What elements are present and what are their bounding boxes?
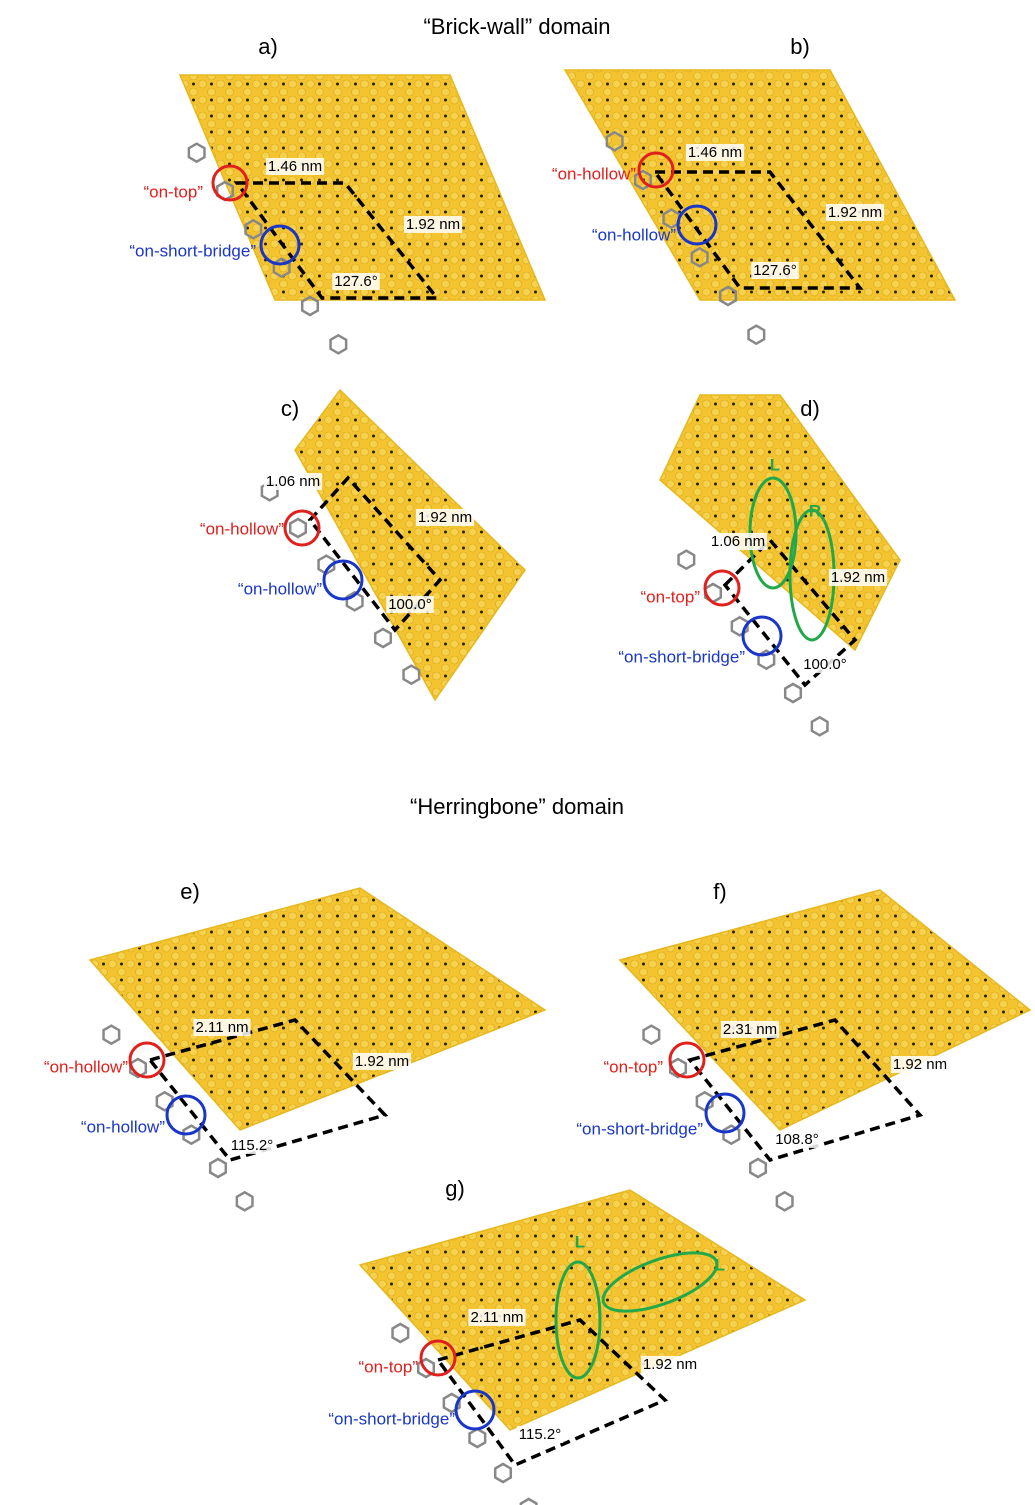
- site-label-blue: “on-short-bridge”: [576, 1119, 703, 1138]
- site-blue: [743, 617, 781, 655]
- molecule-ring: [189, 144, 205, 162]
- green-label: L: [770, 455, 780, 474]
- site-label-red: “on-hollow”: [200, 519, 284, 538]
- measure-label: 115.2°: [519, 1426, 561, 1443]
- molecule-ring: [521, 1499, 537, 1505]
- site-label-red: “on-hollow”: [552, 164, 636, 183]
- panel-label: a): [258, 34, 278, 59]
- molecule-ring: [404, 666, 420, 684]
- panel: c) 1.06 nm 1.92 nm 100.0° “on-hollow” “on-hol…: [200, 390, 525, 700]
- measure-label: 1.92 nm: [643, 1356, 697, 1373]
- site-label-red: “on-hollow”: [44, 1057, 128, 1076]
- panel-label: e): [180, 879, 200, 904]
- measure-label: 2.31 nm: [723, 1021, 777, 1038]
- panel-label: b): [790, 34, 810, 59]
- measure-label: 1.46 nm: [268, 158, 322, 175]
- site-label-red: “on-top”: [640, 587, 700, 606]
- panel: e) 2.11 nm 1.92 nm 115.2° “on-hollow” “on-hol…: [44, 879, 545, 1211]
- site-label-red: “on-top”: [143, 182, 203, 201]
- site-label-red: “on-top”: [358, 1357, 418, 1376]
- measure-label: 1.92 nm: [828, 204, 882, 221]
- molecule-ring: [644, 1026, 660, 1044]
- measure-label: 1.92 nm: [406, 216, 460, 233]
- molecule-ring: [777, 1192, 793, 1210]
- measure-label: 127.6°: [334, 273, 378, 290]
- green-label: L: [575, 1232, 585, 1251]
- molecule-ring: [393, 1324, 409, 1342]
- measure-label: 100.0°: [803, 656, 847, 673]
- panel: b) 1.46 nm 1.92 nm 127.6° “on-hollow” “on-hol…: [552, 34, 955, 344]
- measure-label: 1.92 nm: [418, 509, 472, 526]
- measure-label: 127.6°: [753, 262, 797, 279]
- site-label-blue: “on-hollow”: [81, 1117, 165, 1136]
- measure-label: 1.92 nm: [893, 1056, 947, 1073]
- measure-label: 2.11 nm: [470, 1309, 523, 1326]
- gold-substrate: [360, 1190, 805, 1430]
- section-title: “Brick-wall” domain: [423, 14, 610, 39]
- measure-label: 115.2°: [231, 1137, 273, 1154]
- panel-label: d): [800, 396, 820, 421]
- molecule-ring: [237, 1192, 253, 1210]
- gold-substrate: [620, 890, 1030, 1130]
- site-label-blue: “on-short-bridge”: [129, 241, 256, 260]
- molecule-ring: [750, 1159, 766, 1177]
- measure-label: 108.8°: [775, 1131, 819, 1148]
- measure-label: 1.92 nm: [831, 569, 885, 586]
- gold-substrate: [90, 888, 545, 1130]
- molecule-ring: [785, 684, 801, 702]
- panel-label: g): [445, 1176, 465, 1201]
- molecule-ring: [331, 335, 347, 353]
- molecule-ring: [210, 1159, 226, 1177]
- site-blue: [706, 1094, 744, 1132]
- molecule-ring: [749, 326, 765, 344]
- measure-label: 1.06 nm: [266, 473, 320, 490]
- molecule-ring: [812, 717, 828, 735]
- gold-substrate: [180, 75, 545, 300]
- figure: “Brick-wall” domain a) 1.46 nm 1.92 nm 127.6…: [0, 0, 1035, 1505]
- molecule-ring: [375, 629, 391, 647]
- molecule-ring: [290, 519, 306, 537]
- panel-label: c): [281, 396, 299, 421]
- panel-label: f): [713, 879, 726, 904]
- panel: d) L R 1.06 nm 1.92 nm 100.0° “on-top” “on-shor…: [618, 395, 900, 735]
- molecule-ring: [679, 551, 695, 569]
- measure-label: 1.92 nm: [355, 1053, 409, 1070]
- panel: a) 1.46 nm 1.92 nm 127.6° “on-top” “on-short-…: [129, 34, 545, 354]
- molecule-ring: [470, 1429, 486, 1447]
- measure-label: 1.46 nm: [688, 144, 742, 161]
- site-blue: [456, 1391, 494, 1429]
- panel: f) 2.31 nm 1.92 nm 108.8° “on-top” “on-short-…: [576, 879, 1030, 1211]
- measure-label: 2.11 nm: [195, 1019, 248, 1036]
- gold-substrate: [660, 395, 900, 650]
- panel: g) L L 2.11 nm 1.92 nm 115.2° “on-top” “on-shor…: [328, 1176, 805, 1505]
- green-label: R: [809, 501, 821, 520]
- site-label-red: “on-top”: [603, 1057, 663, 1076]
- measure-label: 100.0°: [388, 596, 432, 613]
- site-label-blue: “on-hollow”: [592, 225, 676, 244]
- molecule-ring: [495, 1464, 511, 1482]
- site-label-blue: “on-short-bridge”: [328, 1409, 455, 1428]
- section-title: “Herringbone” domain: [410, 794, 624, 819]
- site-label-blue: “on-hollow”: [238, 579, 322, 598]
- measure-label: 1.06 nm: [711, 533, 765, 550]
- green-label: L: [715, 1255, 725, 1274]
- molecule-ring: [104, 1026, 120, 1044]
- site-label-blue: “on-short-bridge”: [618, 647, 745, 666]
